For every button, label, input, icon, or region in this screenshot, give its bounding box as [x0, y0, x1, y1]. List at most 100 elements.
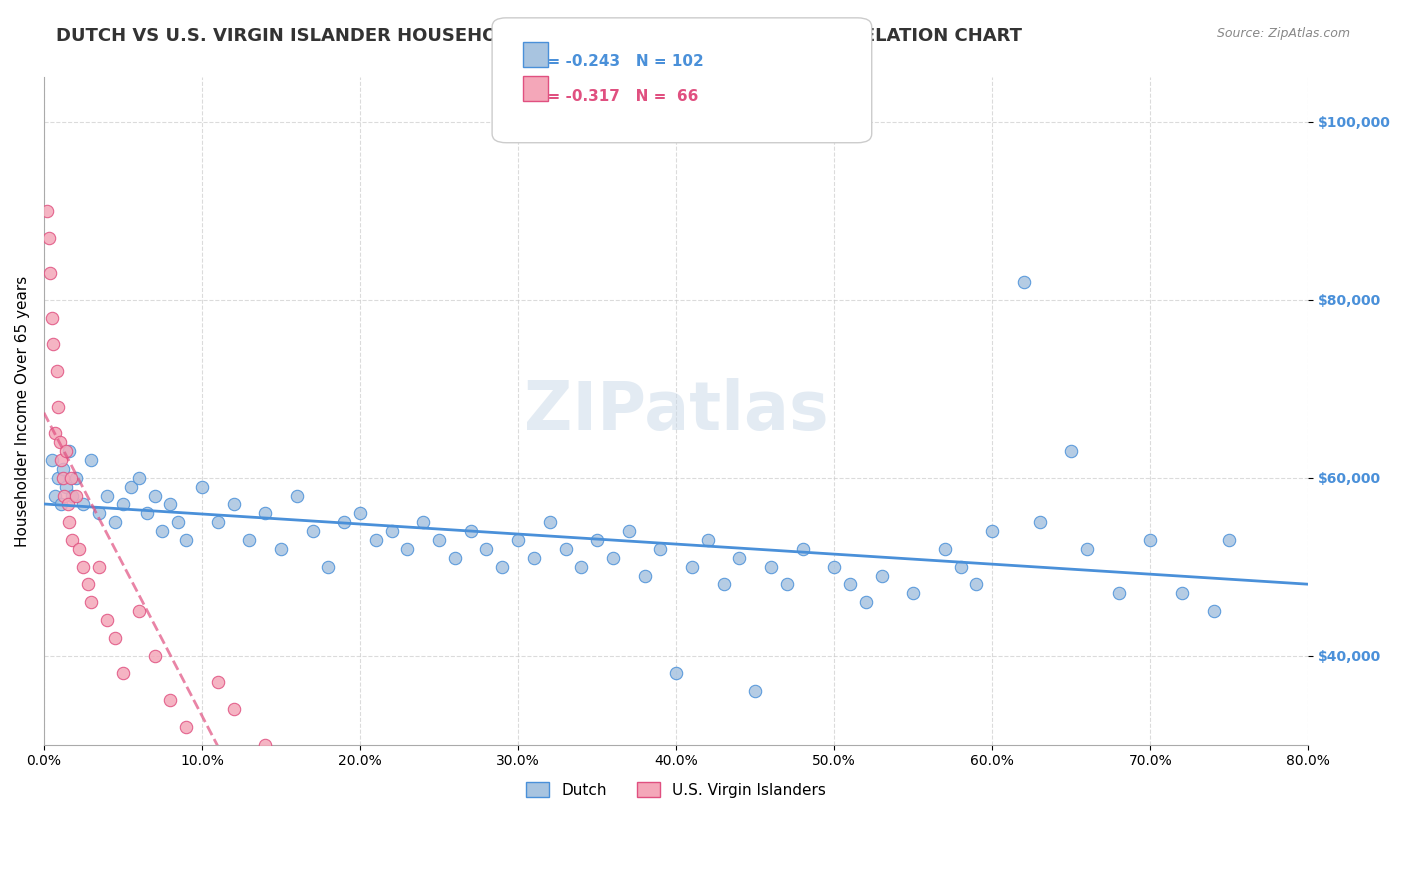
Point: [270, 782, 292, 797]
Point: [52, 462, 75, 476]
Point: [159, 497, 181, 511]
Text: Source: ZipAtlas.com: Source: ZipAtlas.com: [1216, 27, 1350, 40]
Point: [46, 400, 69, 414]
Point: [301, 524, 323, 538]
Point: [174, 720, 197, 734]
Point: [135, 506, 157, 520]
Point: [44, 489, 66, 503]
Point: [58, 515, 80, 529]
Point: [56, 497, 79, 511]
Point: [364, 533, 387, 547]
Point: [554, 541, 576, 556]
Point: [681, 559, 703, 574]
Point: [285, 489, 308, 503]
Point: [72, 497, 94, 511]
Point: [111, 497, 134, 511]
Point: [191, 756, 214, 770]
Point: [44, 426, 66, 441]
Point: [51, 453, 73, 467]
Point: [696, 533, 718, 547]
Point: [207, 675, 229, 690]
Point: [981, 524, 1004, 538]
Point: [460, 524, 482, 538]
Point: [128, 471, 150, 485]
Point: [128, 604, 150, 618]
Point: [152, 524, 174, 538]
Point: [89, 506, 111, 520]
Point: [60, 533, 83, 547]
Point: [222, 497, 245, 511]
Point: [427, 533, 450, 547]
Point: [1076, 541, 1098, 556]
Point: [318, 559, 340, 574]
Point: [381, 524, 404, 538]
Point: [55, 480, 77, 494]
Point: [80, 595, 103, 609]
Point: [67, 541, 90, 556]
Point: [1028, 515, 1050, 529]
Point: [713, 577, 735, 591]
Point: [207, 515, 229, 529]
Point: [45, 364, 67, 378]
Point: [759, 559, 782, 574]
Point: [77, 577, 100, 591]
Point: [665, 666, 688, 681]
Point: [72, 559, 94, 574]
Point: [776, 577, 799, 591]
Point: [349, 506, 371, 520]
Point: [42, 337, 65, 351]
Point: [1012, 275, 1035, 289]
Point: [143, 489, 166, 503]
Text: DUTCH VS U.S. VIRGIN ISLANDER HOUSEHOLDER INCOME OVER 65 YEARS CORRELATION CHART: DUTCH VS U.S. VIRGIN ISLANDER HOUSEHOLDE…: [56, 27, 1022, 45]
Point: [58, 444, 80, 458]
Point: [59, 471, 82, 485]
Point: [55, 444, 77, 458]
Point: [855, 595, 877, 609]
Point: [617, 524, 640, 538]
Point: [104, 631, 127, 645]
Point: [333, 515, 356, 529]
Text: ZIPatlas: ZIPatlas: [524, 378, 828, 444]
Point: [270, 541, 292, 556]
Point: [1171, 586, 1194, 600]
Point: [48, 435, 70, 450]
Point: [46, 471, 69, 485]
Point: [89, 559, 111, 574]
Point: [120, 480, 142, 494]
Text: R = -0.317   N =  66: R = -0.317 N = 66: [520, 89, 699, 104]
Point: [159, 693, 181, 707]
Point: [491, 559, 513, 574]
Point: [949, 559, 972, 574]
Point: [39, 266, 62, 280]
Point: [966, 577, 988, 591]
Point: [53, 489, 76, 503]
Point: [254, 506, 277, 520]
Point: [412, 515, 434, 529]
Point: [238, 533, 260, 547]
Point: [1060, 444, 1083, 458]
Point: [602, 550, 624, 565]
Point: [633, 568, 655, 582]
Point: [744, 684, 766, 698]
Point: [254, 738, 277, 752]
Point: [111, 666, 134, 681]
Point: [174, 533, 197, 547]
Point: [60, 489, 83, 503]
Point: [934, 541, 956, 556]
Point: [80, 453, 103, 467]
Point: [65, 489, 87, 503]
Point: [96, 489, 118, 503]
Point: [1108, 586, 1130, 600]
Point: [167, 515, 190, 529]
Point: [569, 559, 592, 574]
Point: [35, 203, 58, 218]
Point: [191, 480, 214, 494]
Point: [51, 497, 73, 511]
Point: [396, 541, 419, 556]
Point: [1218, 533, 1240, 547]
Point: [38, 230, 60, 244]
Y-axis label: Householder Income Over 65 years: Householder Income Over 65 years: [15, 276, 30, 547]
Point: [586, 533, 609, 547]
Point: [823, 559, 845, 574]
Text: R = -0.243   N = 102: R = -0.243 N = 102: [520, 54, 704, 69]
